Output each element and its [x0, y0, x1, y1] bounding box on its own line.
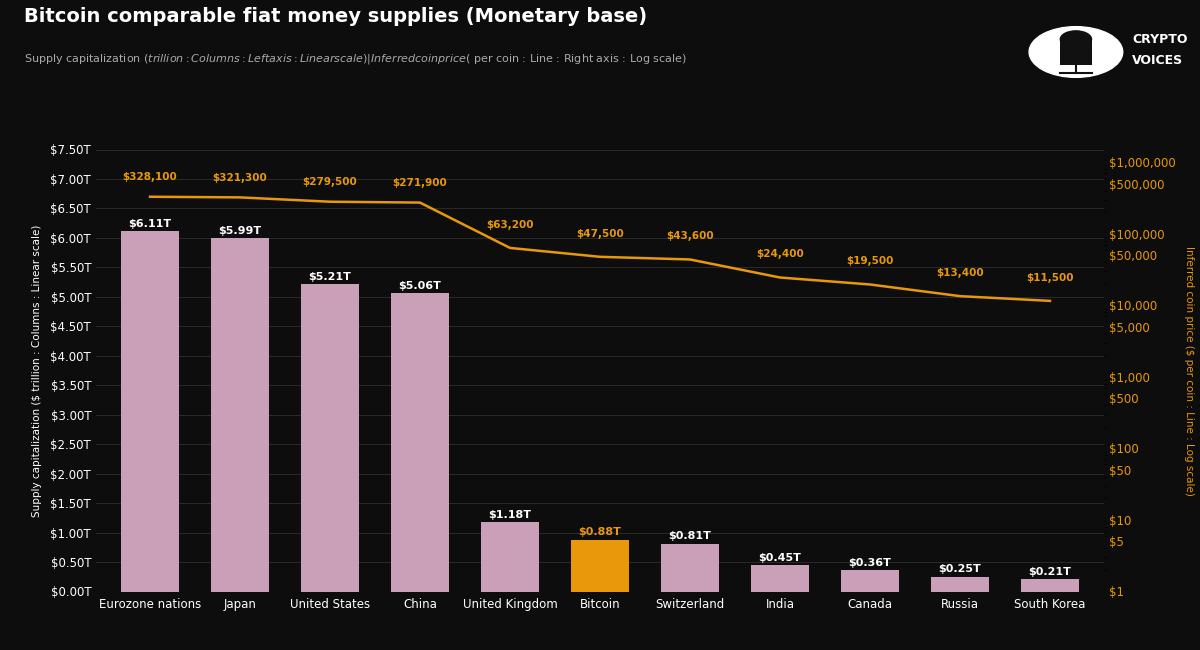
- Text: $43,600: $43,600: [666, 231, 714, 241]
- Text: $328,100: $328,100: [122, 172, 178, 182]
- Bar: [571, 540, 629, 592]
- Bar: [661, 544, 719, 592]
- Bar: [931, 577, 989, 592]
- Bar: [1021, 579, 1079, 592]
- Text: $0.21T: $0.21T: [1028, 567, 1072, 577]
- Circle shape: [1030, 27, 1123, 77]
- Text: $63,200: $63,200: [486, 220, 534, 229]
- Text: $11,500: $11,500: [1026, 272, 1074, 283]
- Text: $19,500: $19,500: [846, 256, 894, 266]
- Text: $5.06T: $5.06T: [398, 281, 442, 291]
- Bar: [751, 565, 809, 592]
- Text: $0.25T: $0.25T: [938, 564, 982, 575]
- Text: $0.36T: $0.36T: [848, 558, 892, 568]
- Text: $0.88T: $0.88T: [578, 527, 622, 538]
- Bar: [301, 285, 359, 592]
- Text: $24,400: $24,400: [756, 249, 804, 259]
- Text: $13,400: $13,400: [936, 268, 984, 278]
- Text: $1.18T: $1.18T: [488, 510, 532, 519]
- Text: $271,900: $271,900: [392, 178, 448, 188]
- Bar: [211, 239, 269, 592]
- Bar: [1061, 39, 1092, 64]
- Text: $0.45T: $0.45T: [758, 552, 802, 563]
- Text: $0.81T: $0.81T: [668, 532, 712, 541]
- Text: $6.11T: $6.11T: [128, 219, 172, 229]
- Bar: [841, 570, 899, 592]
- Bar: [391, 293, 449, 592]
- Text: $5.21T: $5.21T: [308, 272, 352, 282]
- Text: $47,500: $47,500: [576, 229, 624, 239]
- Text: CRYPTO: CRYPTO: [1132, 33, 1188, 46]
- Text: $279,500: $279,500: [302, 177, 358, 187]
- Text: Supply capitalization ($ trillion : Columns : Left axis : Linear scale) | Inferr: Supply capitalization ($ trillion : Colu…: [24, 52, 686, 66]
- Text: $5.99T: $5.99T: [218, 226, 262, 236]
- Y-axis label: Supply capitalization ($ trillion : Columns : Linear scale): Supply capitalization ($ trillion : Colu…: [32, 224, 42, 517]
- Bar: [121, 231, 179, 592]
- Text: $321,300: $321,300: [212, 173, 268, 183]
- Text: Bitcoin comparable fiat money supplies (Monetary base): Bitcoin comparable fiat money supplies (…: [24, 6, 647, 25]
- Bar: [481, 522, 539, 592]
- Y-axis label: Inferred coin price ($ per coin : Line : Log scale): Inferred coin price ($ per coin : Line :…: [1184, 246, 1194, 495]
- Circle shape: [1061, 31, 1092, 48]
- Text: VOICES: VOICES: [1132, 54, 1183, 67]
